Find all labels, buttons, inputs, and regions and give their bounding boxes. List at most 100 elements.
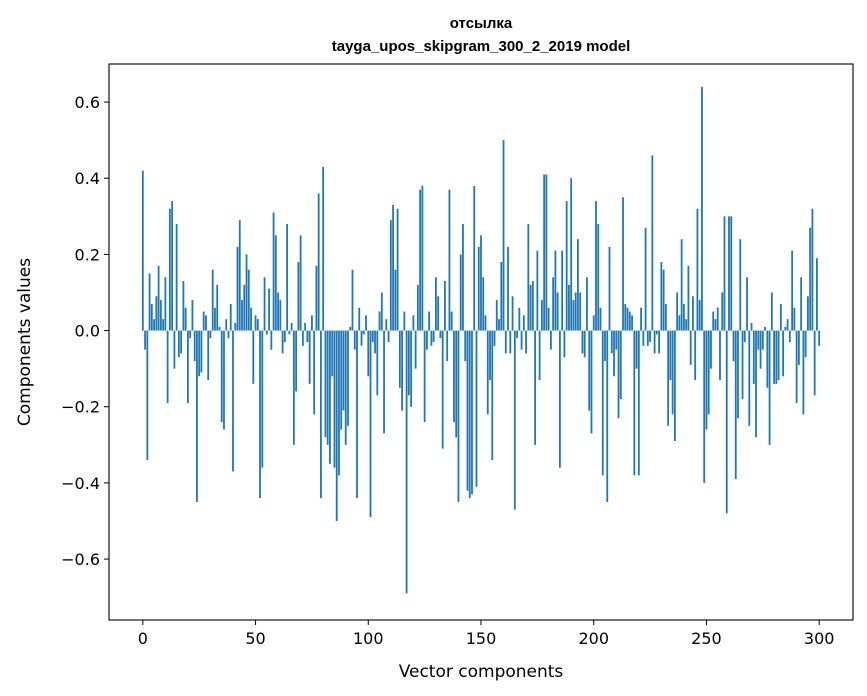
bar <box>455 330 458 438</box>
bar <box>809 227 812 331</box>
bar <box>640 307 642 331</box>
bar <box>504 330 507 354</box>
bar <box>234 322 237 331</box>
bar <box>326 330 329 445</box>
bar <box>340 330 343 430</box>
bar <box>759 330 762 369</box>
bar <box>444 281 446 331</box>
bar <box>716 307 719 331</box>
bar <box>369 330 372 518</box>
bar <box>730 216 733 331</box>
bar <box>791 250 794 331</box>
bar <box>216 284 219 331</box>
bar <box>703 330 706 483</box>
bar <box>453 330 455 422</box>
bar <box>295 330 298 392</box>
bar <box>705 330 708 430</box>
bar <box>378 311 381 331</box>
bar <box>175 223 178 331</box>
bar <box>777 330 780 381</box>
bar <box>696 208 699 331</box>
bar <box>270 330 273 350</box>
bar <box>692 296 694 331</box>
bar <box>610 330 613 354</box>
bar <box>689 330 692 365</box>
bar <box>786 319 789 331</box>
bar <box>721 292 724 331</box>
bar <box>471 330 473 495</box>
bar <box>396 208 399 331</box>
bar <box>412 315 415 331</box>
bar <box>211 269 214 331</box>
bar <box>450 311 453 331</box>
bar <box>739 239 742 331</box>
bar <box>256 319 259 331</box>
bar <box>583 330 586 358</box>
bar <box>750 322 753 331</box>
bar <box>164 277 167 331</box>
bar <box>540 300 543 331</box>
x-axis-label: Vector components <box>399 662 564 682</box>
y-axis-label: Components values <box>15 258 35 426</box>
x-ticks: 0 50 100 150 200 250 300 <box>138 620 834 648</box>
bar <box>651 155 654 331</box>
bar <box>229 303 232 331</box>
bar <box>734 330 737 480</box>
bar <box>793 307 796 331</box>
bar <box>331 330 334 377</box>
bar <box>351 269 354 331</box>
bar <box>489 330 491 381</box>
bar <box>714 319 717 331</box>
bar <box>380 292 383 331</box>
bar <box>168 208 171 331</box>
bar <box>313 330 316 415</box>
bar <box>655 330 658 335</box>
bar <box>556 292 559 331</box>
bar <box>529 284 532 331</box>
bar <box>802 330 805 415</box>
bar <box>401 330 403 411</box>
bar <box>737 330 739 419</box>
bar <box>644 227 647 331</box>
bar <box>797 330 800 365</box>
bar <box>425 330 428 350</box>
bar <box>462 223 464 331</box>
bar <box>563 330 566 358</box>
bar <box>311 315 313 331</box>
bar <box>588 330 591 411</box>
bar <box>416 284 419 331</box>
bar <box>534 330 537 445</box>
bar <box>383 330 385 434</box>
bar <box>662 269 665 331</box>
bar <box>592 315 595 331</box>
bar <box>617 330 620 419</box>
bar <box>493 330 496 346</box>
bar <box>581 330 584 354</box>
bar <box>660 262 663 331</box>
bar <box>247 269 250 331</box>
bar <box>184 307 187 331</box>
bar <box>498 319 500 331</box>
bar <box>333 330 336 468</box>
bar <box>304 322 307 331</box>
bar <box>604 330 606 362</box>
bar <box>358 307 361 331</box>
bar <box>398 330 401 388</box>
bar <box>683 303 685 331</box>
bar <box>561 250 564 331</box>
bar <box>522 315 525 331</box>
bar <box>317 193 320 331</box>
bar <box>597 223 600 331</box>
bar <box>272 212 275 331</box>
bar <box>446 330 449 362</box>
bar <box>200 330 203 373</box>
bar <box>301 330 304 346</box>
bar <box>457 330 460 502</box>
bar <box>144 330 146 350</box>
bar <box>728 216 730 331</box>
bar <box>687 265 690 331</box>
bar <box>725 330 728 514</box>
bar <box>177 330 180 358</box>
bar <box>259 330 261 499</box>
bar <box>732 330 735 362</box>
